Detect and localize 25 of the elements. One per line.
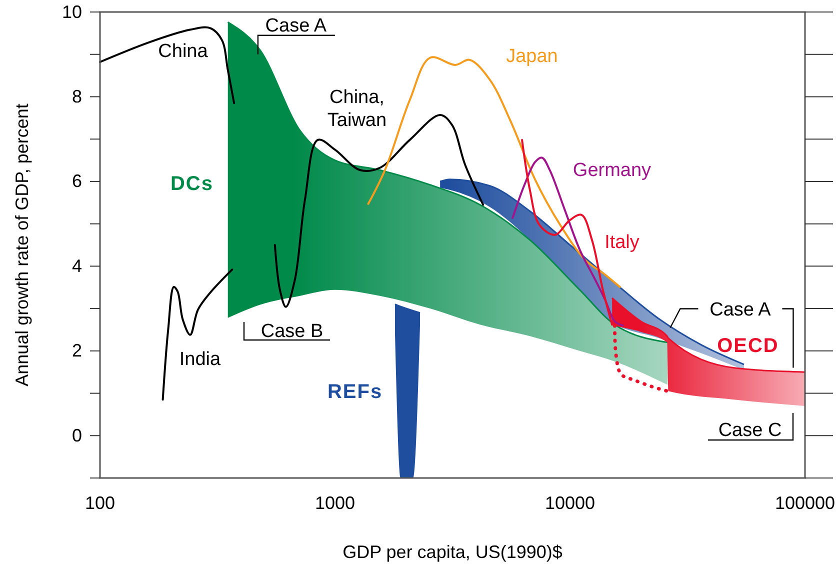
x-axis-title: GDP per capita, US(1990)$ (342, 542, 562, 562)
text: DCs (170, 173, 214, 195)
series-label: China (158, 41, 208, 62)
y-tick-label: 8 (72, 86, 82, 106)
annotation: Case A (265, 15, 327, 36)
series-label: OECD (717, 335, 779, 357)
x-tick-label: 100 (84, 492, 116, 513)
annotation: Case B (260, 321, 324, 342)
y-tick-label: 10 (62, 2, 82, 22)
annotation: Case C (718, 420, 782, 441)
x-tick-label: 10000 (544, 492, 596, 513)
y-axis-title: Annual growth rate of GDP, percent (12, 104, 32, 386)
series-label: China, Taiwan (327, 87, 387, 131)
x-tick-label: 1000 (314, 492, 356, 513)
series-label: Germany (572, 160, 652, 181)
y-tick-label: 4 (72, 256, 82, 276)
y-tick-label: 6 (72, 171, 82, 192)
y-tick-label: 0 (72, 425, 82, 446)
y-tick-label: 2 (72, 340, 82, 361)
annotation: Case A (710, 300, 772, 321)
x-tick-label: 100000 (774, 492, 836, 513)
text: REFs (327, 381, 383, 403)
series-label: India (179, 349, 222, 370)
series-label: Italy (604, 232, 640, 253)
series-label: Japan (506, 46, 558, 67)
